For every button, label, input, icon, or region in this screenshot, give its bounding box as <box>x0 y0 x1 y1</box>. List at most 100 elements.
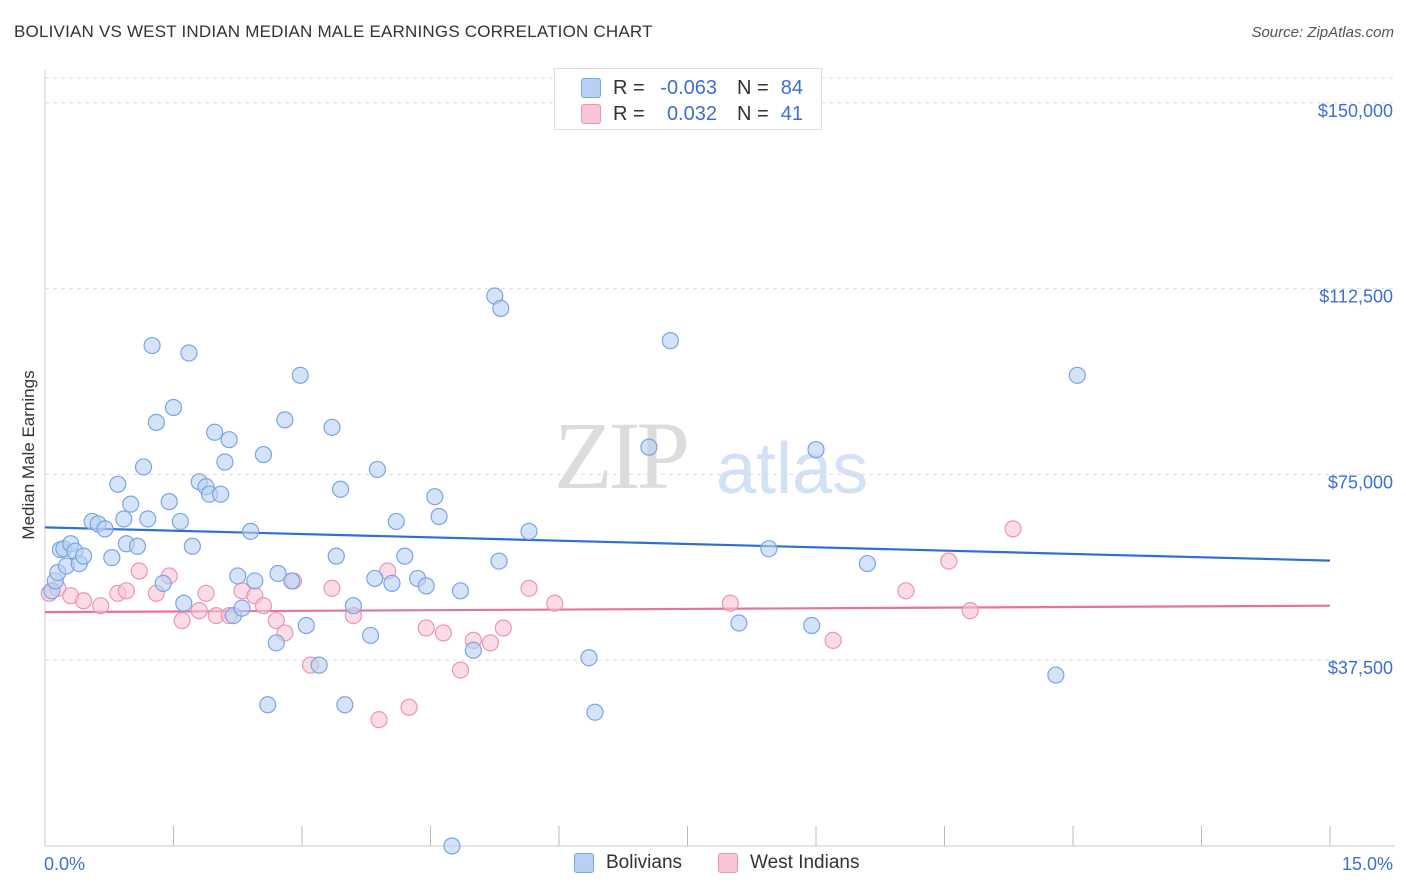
point-west-indian <box>494 619 512 637</box>
point-bolivian <box>1047 666 1065 684</box>
point-bolivian <box>283 572 301 590</box>
point-bolivian <box>383 574 401 592</box>
point-west-indian <box>323 579 341 597</box>
point-west-indian <box>961 602 979 620</box>
point-bolivian <box>760 540 778 558</box>
bottom-legend-label: West Indians <box>750 852 860 873</box>
point-bolivian <box>520 522 538 540</box>
point-bolivian <box>147 413 165 431</box>
trend-line-bolivians <box>44 526 1331 562</box>
point-bolivian <box>807 441 825 459</box>
point-bolivian <box>122 495 140 513</box>
point-bolivian <box>212 485 230 503</box>
point-bolivian <box>109 475 127 493</box>
point-bolivian <box>233 599 251 617</box>
point-bolivian <box>803 616 821 635</box>
y-axis-title: Median Male Earnings <box>19 370 38 539</box>
watermark-atlas: atlas <box>716 429 869 509</box>
point-bolivian <box>368 460 386 479</box>
point-bolivian <box>297 616 315 635</box>
point-bolivian <box>361 626 380 645</box>
point-west-indian <box>546 594 564 612</box>
legend-row-west-indians: R = 0.032 N = 41 <box>581 103 803 125</box>
correlation-legend: R = -0.063 N = 84 R = 0.032 N = 41 <box>554 68 822 130</box>
point-bolivian <box>96 520 114 538</box>
point-bolivian <box>229 567 247 585</box>
point-bolivian <box>216 453 234 471</box>
point-bolivian <box>490 552 508 570</box>
legend-r-label: R = <box>613 102 645 125</box>
point-west-indian <box>370 711 388 729</box>
legend-n-label: N = <box>737 102 769 125</box>
y-tick-label: $75,000 <box>1328 472 1393 492</box>
point-bolivian <box>1068 366 1086 384</box>
point-bolivian <box>426 488 444 506</box>
point-bolivian <box>580 649 598 667</box>
point-bolivian <box>344 597 362 615</box>
watermark-zip: ZIP <box>554 402 690 509</box>
point-west-indian <box>721 594 739 612</box>
point-bolivian <box>331 480 350 498</box>
point-bolivian <box>259 696 277 714</box>
point-bolivian <box>143 336 161 355</box>
point-bolivian <box>443 837 461 855</box>
point-bolivian <box>492 299 510 317</box>
point-bolivian <box>323 418 341 436</box>
point-bolivian <box>160 493 178 511</box>
point-bolivian <box>175 594 193 612</box>
point-bolivian <box>327 547 345 565</box>
axis-layer <box>44 70 1395 847</box>
y-tick-label: $37,500 <box>1328 658 1393 678</box>
legend-n-value: 84 <box>780 76 803 99</box>
point-west-indian <box>520 579 538 597</box>
point-west-indian <box>173 611 191 630</box>
point-bolivian <box>103 549 121 567</box>
point-bolivian <box>183 537 201 555</box>
point-bolivian <box>464 641 482 659</box>
point-west-indian <box>254 597 273 615</box>
point-west-indian <box>400 698 418 716</box>
points-layer <box>40 287 1086 855</box>
point-bolivian <box>128 537 147 555</box>
point-bolivian <box>661 332 679 350</box>
point-bolivian <box>387 512 405 531</box>
point-bolivian <box>242 522 260 540</box>
point-west-indian <box>1004 520 1022 538</box>
label-layer: $37,500 $75,000 $112,500 $150,000 0.0% 15.0% M… <box>19 101 1393 874</box>
y-tick-label: $112,500 <box>1319 287 1393 307</box>
point-west-indian <box>897 582 915 600</box>
point-bolivian <box>451 582 470 600</box>
point-west-indian <box>74 592 93 610</box>
point-bolivian <box>366 569 384 588</box>
point-bolivian <box>430 507 448 526</box>
point-bolivian <box>180 344 198 362</box>
point-bolivian <box>74 547 93 565</box>
point-bolivian <box>220 431 238 449</box>
x-tick-label: 0.0% <box>44 854 85 874</box>
legend-r-value: 0.032 <box>666 102 717 125</box>
point-bolivian <box>336 696 354 714</box>
point-bolivian <box>139 510 157 528</box>
legend-r-value: -0.063 <box>660 76 717 99</box>
x-tick-label: 15.0% <box>1342 854 1393 874</box>
point-bolivian <box>417 577 435 595</box>
point-bolivian <box>267 634 285 652</box>
point-west-indian <box>940 552 958 570</box>
point-bolivian <box>246 572 264 590</box>
point-west-indian <box>197 584 215 602</box>
point-bolivian <box>291 366 309 384</box>
point-bolivian <box>396 547 414 565</box>
point-west-indian <box>267 611 285 630</box>
chart-title: BOLIVIAN VS WEST INDIAN MEDIAN MALE EARN… <box>14 22 653 41</box>
point-bolivian <box>134 458 153 476</box>
point-bolivian <box>115 510 133 528</box>
point-west-indian <box>117 582 135 600</box>
legend-swatch-blue <box>581 78 601 98</box>
point-west-indian <box>190 602 208 620</box>
point-west-indian <box>451 661 470 679</box>
point-bolivian <box>858 554 877 573</box>
point-west-indian <box>434 624 452 642</box>
point-bolivian <box>269 564 287 583</box>
point-bolivian <box>276 411 294 429</box>
